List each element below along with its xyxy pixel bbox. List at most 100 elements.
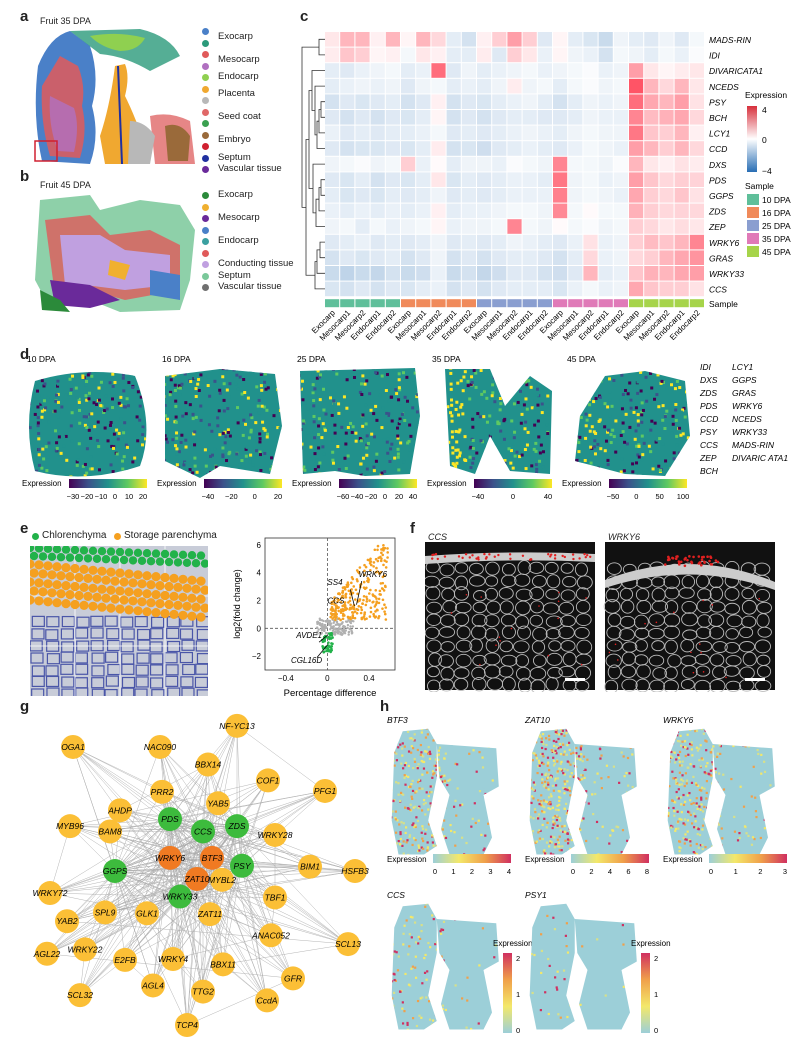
network-node xyxy=(259,923,283,948)
heatmap-cell xyxy=(340,281,355,297)
sample-legend-swatch xyxy=(747,220,759,231)
panel-h-colorbar-tick: 0 xyxy=(516,1026,520,1035)
network-edge xyxy=(186,831,204,1026)
volcano-point-up xyxy=(368,615,372,618)
panel-f-signal xyxy=(457,555,461,558)
network-node xyxy=(281,966,305,991)
heatmap-cell xyxy=(446,94,461,109)
volcano-point-up xyxy=(372,612,375,616)
panel-h-map xyxy=(391,903,499,1030)
heatmap-cell xyxy=(385,125,400,141)
heatmap-cell xyxy=(689,94,704,109)
panel-f-signal xyxy=(690,560,693,564)
panel-e-micrograph xyxy=(30,546,208,696)
heatmap-cell xyxy=(416,281,431,297)
panel-h-colorbar-tick: 6 xyxy=(626,867,630,876)
heatmap-cell xyxy=(644,63,659,78)
panel-f-signal xyxy=(480,596,482,598)
heatmap-cell xyxy=(340,78,355,94)
heatmap-cell xyxy=(401,234,416,250)
network-node xyxy=(230,853,254,878)
panel-f-signal xyxy=(585,597,587,599)
network-node-label: SPL9 xyxy=(95,907,116,917)
panel-f-signal xyxy=(683,558,687,561)
panel-h-colorbar-tick: 2 xyxy=(589,867,593,876)
heatmap-cell xyxy=(613,266,628,281)
heatmap-sample-label: Sample xyxy=(709,299,738,309)
volcano-point xyxy=(320,629,324,632)
panel-h-colorbar xyxy=(571,854,649,863)
network-node-label: ZAT10 xyxy=(184,874,210,884)
heatmap-gene-label: PSY xyxy=(709,97,727,107)
heatmap-cell xyxy=(659,234,674,250)
volcano-ytick: −2 xyxy=(252,652,262,661)
volcano-point xyxy=(348,627,351,631)
panel-g-network: NF-YC13 OGA1 NAC090 BBX14 COF1 PFG1 PRR2 YAB5 AH… xyxy=(33,713,369,1038)
heatmap-cell xyxy=(507,219,522,234)
heatmap-cell xyxy=(431,47,446,63)
heatmap-cell xyxy=(522,234,537,250)
heatmap-cell xyxy=(659,32,674,47)
heatmap-cell xyxy=(689,78,704,94)
panel-d-colorbar-tick: 0 xyxy=(511,492,515,501)
network-edge xyxy=(241,865,272,936)
panel-d-colorbar-tick: −20 xyxy=(365,492,378,501)
heatmap-cell xyxy=(568,78,583,94)
volcano-point xyxy=(339,633,342,636)
network-node xyxy=(103,859,127,884)
heatmap-cell xyxy=(674,47,689,63)
heatmap-cell xyxy=(355,234,370,250)
volcano-point-up xyxy=(341,591,344,594)
panel-h-colorbar-tick: 2 xyxy=(516,954,520,963)
network-node-label: AHDP xyxy=(107,805,132,815)
network-edge xyxy=(84,896,181,950)
volcano-point-up xyxy=(333,596,336,599)
heatmap-cell xyxy=(477,110,492,125)
panel-b-legend-label: Vascular tissue xyxy=(218,281,282,292)
heatmap-cell xyxy=(492,219,507,234)
heatmap-cell xyxy=(674,234,689,250)
volcano-point-up xyxy=(337,606,340,609)
volcano-point-up xyxy=(355,611,359,615)
panel-b-legend-dot xyxy=(202,272,209,280)
heatmap-cell xyxy=(659,125,674,141)
heatmap-gene-label: DIVARICATA1 xyxy=(709,66,763,76)
volcano-point-up xyxy=(379,582,383,585)
heatmap-cell xyxy=(401,188,416,203)
panel-label-f: f xyxy=(410,520,415,537)
heatmap-cell xyxy=(537,172,552,187)
sample-legend-swatch xyxy=(747,233,759,244)
heatmap-cell xyxy=(629,94,644,109)
panel-b-legend-dot xyxy=(202,284,209,291)
heatmap-cell xyxy=(568,234,583,250)
network-edge xyxy=(169,818,276,836)
heatmap-cell xyxy=(477,250,492,265)
panel-f-signal xyxy=(495,644,497,647)
heatmap-cell xyxy=(492,125,507,141)
volcano-point-up xyxy=(362,598,365,602)
volcano-point-up xyxy=(366,577,370,580)
heatmap-cell xyxy=(492,266,507,281)
network-edge xyxy=(69,825,204,832)
heatmap-cell xyxy=(583,219,598,234)
network-edge xyxy=(207,764,243,866)
panel-a-legend-dot xyxy=(202,154,209,162)
volcano-point-down xyxy=(331,642,334,646)
panel-a-legend-dot xyxy=(202,166,209,173)
heatmap-cell xyxy=(401,203,416,219)
volcano-point-up xyxy=(381,607,384,610)
panel-f-signal xyxy=(538,605,540,607)
volcano-point-up xyxy=(345,585,349,589)
heatmap-cell xyxy=(629,281,644,297)
panel-f-title-ccs: CCS xyxy=(428,532,448,542)
volcano-point-up xyxy=(381,553,385,557)
network-node xyxy=(161,947,185,972)
heatmap-cell xyxy=(325,188,340,203)
panel-f-signal xyxy=(585,553,589,557)
volcano-point-down xyxy=(329,633,333,636)
volcano-point-up xyxy=(382,589,386,592)
panel-f-signal xyxy=(710,563,714,566)
panel-h-colorbar-tick: 2 xyxy=(470,867,474,876)
volcano-point-up xyxy=(364,565,368,569)
heatmap-cell xyxy=(416,32,431,47)
